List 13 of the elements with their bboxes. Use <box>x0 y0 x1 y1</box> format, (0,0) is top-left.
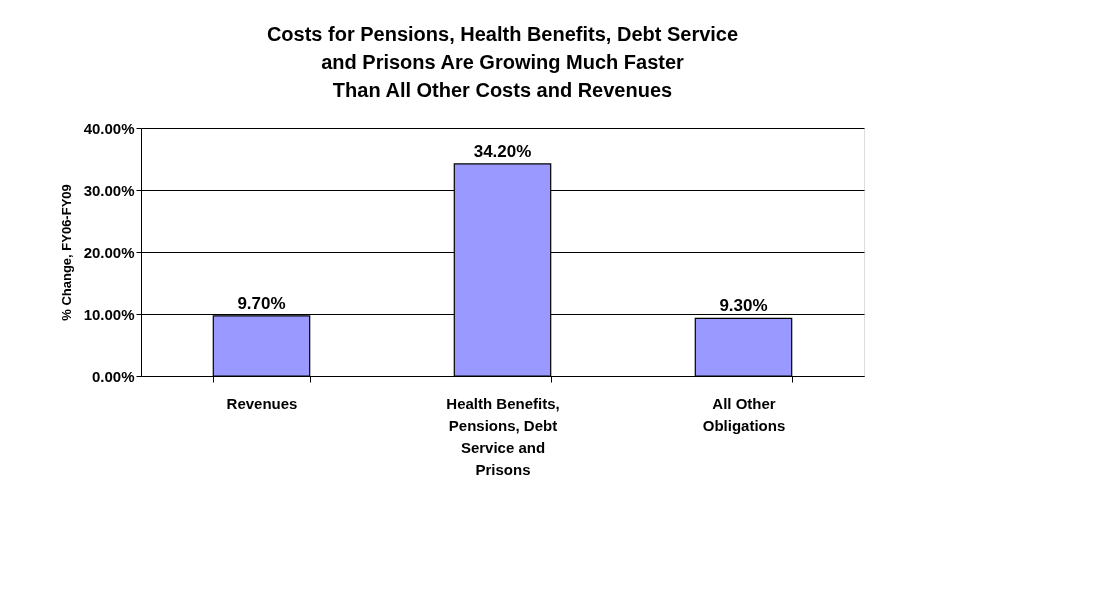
x-tick-label: All Other Obligations <box>702 394 786 434</box>
chart-title: Costs for Pensions, Health Benefits, Debt Service and Prisons Are Growing Much Faster Than All Other Costs and Revenues <box>266 23 739 101</box>
y-tick-label: 40.00% <box>83 119 135 137</box>
y-tick-label: 0.00% <box>91 367 135 385</box>
x-tick-label: Health Benefits, Pensions, Debt Service and Prisons <box>446 394 560 478</box>
y-tick-label: 30.00% <box>83 181 135 199</box>
y-tick-label: 10.00% <box>83 305 135 323</box>
data-label: 9.30% <box>719 296 768 316</box>
x-tick-label: Revenues <box>226 394 298 412</box>
data-label: 9.70% <box>237 293 286 313</box>
y-tick-label: 20.00% <box>83 243 135 261</box>
data-label: 34.20% <box>473 141 532 161</box>
y-axis-title: % Change, FY06-FY09 <box>58 184 74 321</box>
